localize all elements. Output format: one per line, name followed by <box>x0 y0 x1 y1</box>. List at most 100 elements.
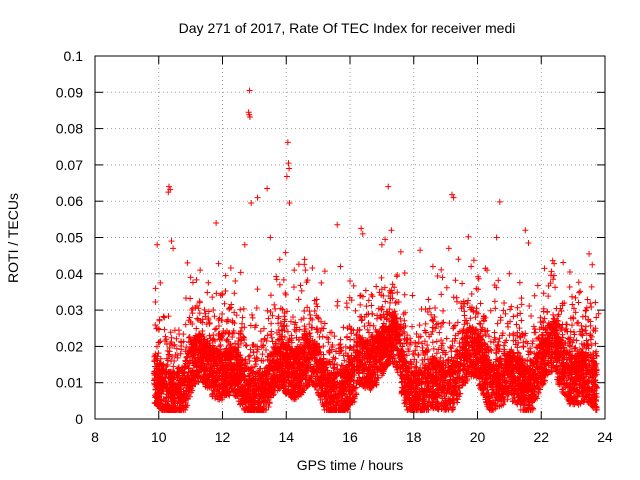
data-point <box>196 298 203 305</box>
data-point <box>173 335 180 342</box>
data-point <box>551 260 558 267</box>
data-point <box>368 291 375 298</box>
data-point <box>235 338 242 345</box>
data-point <box>259 351 266 358</box>
data-point <box>350 282 357 289</box>
data-point <box>443 284 450 291</box>
data-point <box>532 329 539 336</box>
data-point <box>468 290 475 297</box>
data-point <box>491 329 498 336</box>
data-point <box>216 343 223 350</box>
data-point <box>550 276 557 283</box>
data-point <box>331 333 338 340</box>
data-point <box>587 300 594 307</box>
data-point <box>491 298 498 305</box>
data-point <box>365 297 372 304</box>
data-point <box>317 327 324 334</box>
data-point <box>299 386 306 393</box>
data-point <box>386 287 393 294</box>
data-point <box>368 302 375 309</box>
data-point <box>340 324 347 331</box>
data-point <box>562 340 569 347</box>
data-point <box>382 298 389 305</box>
data-point <box>250 349 257 356</box>
data-point <box>153 343 160 350</box>
data-point <box>323 334 330 341</box>
data-point <box>429 317 436 324</box>
data-point <box>549 257 556 264</box>
data-point <box>583 337 590 344</box>
data-point <box>380 311 387 318</box>
data-point <box>334 366 341 373</box>
data-point <box>518 317 525 324</box>
data-point <box>566 284 573 291</box>
data-point <box>300 315 307 322</box>
data-point <box>412 347 419 354</box>
data-point <box>253 305 260 312</box>
data-point <box>559 386 566 393</box>
data-point <box>189 279 196 286</box>
data-point <box>518 295 525 302</box>
data-point <box>530 323 537 330</box>
data-point <box>154 325 161 332</box>
data-point <box>293 328 300 335</box>
data-point <box>381 284 388 291</box>
data-point <box>383 308 390 315</box>
data-point <box>231 290 238 297</box>
data-point <box>437 354 444 361</box>
data-point <box>470 257 477 264</box>
grid-lines <box>95 56 605 419</box>
data-point <box>583 330 590 337</box>
data-point <box>282 249 289 256</box>
data-point <box>517 310 524 317</box>
chart-title: Day 271 of 2017, Rate Of TEC Index for r… <box>179 20 516 36</box>
data-point <box>430 318 437 325</box>
data-point <box>414 343 421 350</box>
data-point <box>531 325 538 332</box>
data-point <box>378 274 385 281</box>
data-point <box>298 316 305 323</box>
data-point <box>193 276 200 283</box>
data-point <box>550 311 557 318</box>
data-point <box>401 317 408 324</box>
data-point <box>304 304 311 311</box>
data-point <box>309 324 316 331</box>
data-point <box>401 269 408 276</box>
data-point <box>186 393 193 400</box>
data-point <box>507 306 514 313</box>
data-point <box>593 314 600 321</box>
data-point <box>206 332 213 339</box>
data-point <box>309 265 316 272</box>
data-point <box>514 304 521 311</box>
data-point <box>443 335 450 342</box>
data-point <box>224 336 231 343</box>
data-point <box>152 352 159 359</box>
data-point <box>413 330 420 337</box>
data-point <box>528 312 535 319</box>
data-point <box>170 363 177 370</box>
data-point <box>362 361 369 368</box>
data-point <box>251 355 258 362</box>
data-point <box>162 333 169 340</box>
data-point <box>264 332 271 339</box>
data-point <box>540 290 547 297</box>
data-point <box>281 316 288 323</box>
data-point <box>440 307 447 314</box>
data-point <box>438 266 445 273</box>
data-point <box>495 341 502 348</box>
data-point <box>347 344 354 351</box>
data-point <box>558 308 565 315</box>
data-point <box>486 356 493 363</box>
data-point <box>452 277 459 284</box>
data-point <box>225 331 232 338</box>
data-point <box>298 287 305 294</box>
data-point <box>560 259 567 266</box>
data-point <box>589 358 596 365</box>
data-point <box>401 328 408 335</box>
data-point <box>283 308 290 315</box>
data-point <box>291 326 298 333</box>
data-point <box>272 305 279 312</box>
data-point <box>362 287 369 294</box>
data-point <box>461 321 468 328</box>
data-point <box>587 336 594 343</box>
